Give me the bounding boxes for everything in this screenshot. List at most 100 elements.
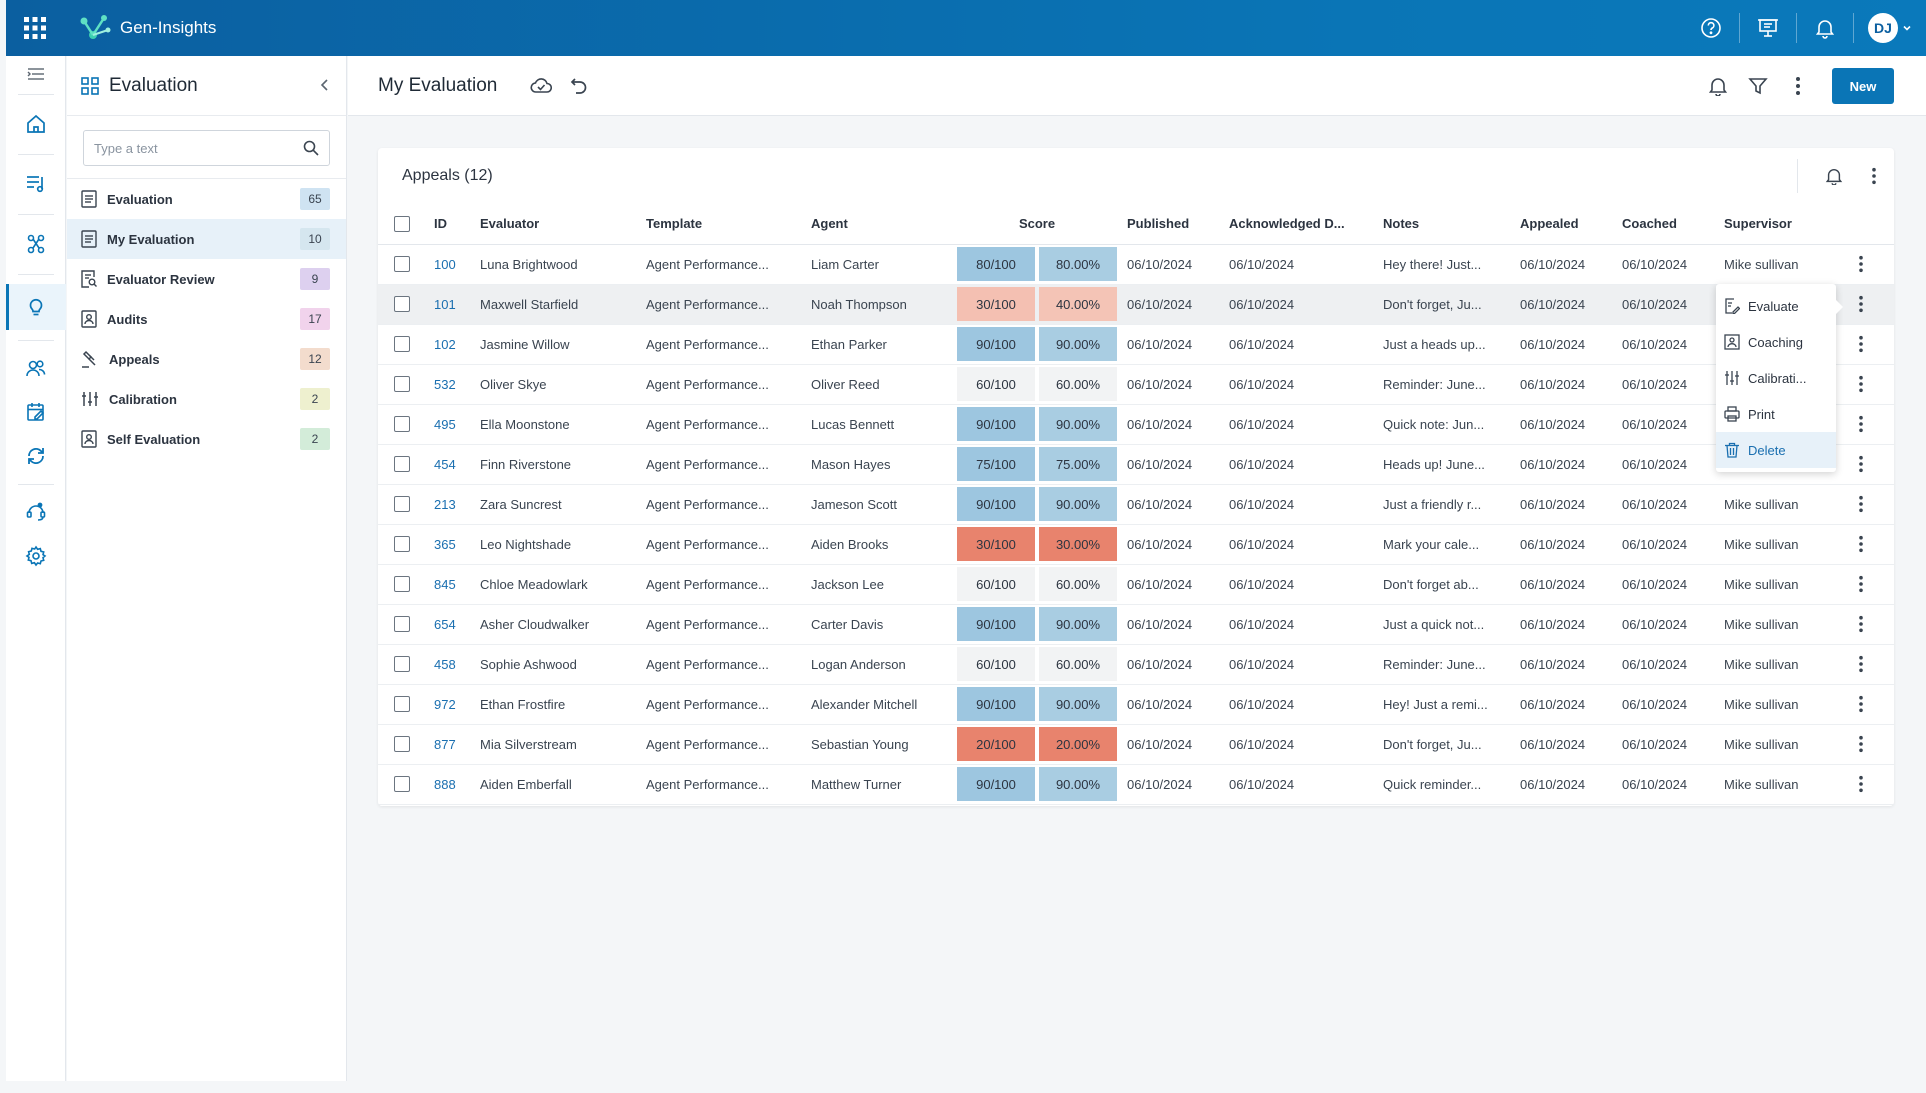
more-vertical-icon[interactable]: [1849, 610, 1873, 638]
select-all-checkbox[interactable]: [378, 204, 426, 245]
row-checkbox[interactable]: [378, 444, 426, 485]
more-vertical-icon[interactable]: [1849, 770, 1873, 798]
table-row[interactable]: 495 Ella Moonstone Agent Performance... Luc…: [378, 404, 1895, 445]
row-id-link[interactable]: 100: [426, 244, 472, 285]
playlist-icon[interactable]: [6, 164, 66, 204]
column-header[interactable]: Notes: [1375, 204, 1513, 245]
row-id-link[interactable]: 495: [426, 404, 472, 445]
filter-icon[interactable]: [1738, 66, 1778, 106]
table-row[interactable]: 458 Sophie Ashwood Agent Performance... Log…: [378, 644, 1895, 685]
row-id-link[interactable]: 458: [426, 644, 472, 685]
table-row[interactable]: 100 Luna Brightwood Agent Performance... Li…: [378, 244, 1895, 285]
row-id-link[interactable]: 888: [426, 764, 472, 805]
bell-icon[interactable]: [1814, 156, 1854, 196]
menu-item-print[interactable]: Print: [1716, 396, 1836, 432]
more-vertical-icon[interactable]: [1854, 156, 1894, 196]
row-id-link[interactable]: 972: [426, 684, 472, 725]
collapse-panel-icon[interactable]: [316, 76, 334, 94]
more-vertical-icon[interactable]: [1849, 250, 1873, 278]
search-icon[interactable]: [303, 140, 319, 156]
row-id-link[interactable]: 845: [426, 564, 472, 605]
column-header[interactable]: Acknowledged D...: [1221, 204, 1376, 245]
row-checkbox[interactable]: [378, 564, 426, 605]
column-header[interactable]: Coached: [1614, 204, 1717, 245]
more-vertical-icon[interactable]: [1849, 650, 1873, 678]
settings-icon[interactable]: [6, 536, 66, 576]
column-header[interactable]: Appealed: [1512, 204, 1615, 245]
panel-item-self-evaluation[interactable]: Self Evaluation 2: [67, 419, 346, 459]
table-row[interactable]: 877 Mia Silverstream Agent Performance... S…: [378, 724, 1895, 765]
app-logo[interactable]: Gen-Insights: [78, 13, 216, 43]
row-checkbox[interactable]: [378, 364, 426, 405]
row-checkbox[interactable]: [378, 244, 426, 285]
search-input[interactable]: [94, 140, 303, 156]
more-vertical-icon[interactable]: [1849, 290, 1873, 318]
row-id-link[interactable]: 213: [426, 484, 472, 525]
menu-toggle-icon[interactable]: [6, 56, 66, 92]
column-header[interactable]: Agent: [803, 204, 955, 245]
menu-item-calibration[interactable]: Calibrati...: [1716, 360, 1836, 396]
more-vertical-icon[interactable]: [1778, 66, 1818, 106]
more-vertical-icon[interactable]: [1849, 690, 1873, 718]
table-row[interactable]: 972 Ethan Frostfire Agent Performance... Al…: [378, 684, 1895, 725]
row-checkbox[interactable]: [378, 764, 426, 805]
row-id-link[interactable]: 454: [426, 444, 472, 485]
new-button[interactable]: New: [1832, 68, 1894, 104]
team-icon[interactable]: [6, 348, 66, 388]
more-vertical-icon[interactable]: [1849, 490, 1873, 518]
row-id-link[interactable]: 365: [426, 524, 472, 565]
panel-item-my-evaluation[interactable]: My Evaluation 10: [67, 219, 346, 259]
row-checkbox[interactable]: [378, 604, 426, 645]
sync-icon[interactable]: [6, 436, 66, 476]
cloud-save-icon[interactable]: [527, 72, 555, 100]
panel-item-appeals[interactable]: Appeals 12: [67, 339, 346, 379]
workflow-icon[interactable]: [6, 224, 66, 264]
agent-icon[interactable]: [6, 492, 66, 532]
user-menu[interactable]: DJ: [1854, 0, 1926, 56]
menu-item-delete[interactable]: Delete: [1716, 432, 1836, 468]
more-vertical-icon[interactable]: [1849, 410, 1873, 438]
panel-item-audits[interactable]: Audits 17: [67, 299, 346, 339]
column-header[interactable]: ID: [426, 204, 472, 245]
row-checkbox[interactable]: [378, 724, 426, 765]
table-row[interactable]: 654 Asher Cloudwalker Agent Performance...…: [378, 604, 1895, 645]
more-vertical-icon[interactable]: [1849, 450, 1873, 478]
row-checkbox[interactable]: [378, 524, 426, 565]
table-row[interactable]: 213 Zara Suncrest Agent Performance... Jame…: [378, 484, 1895, 525]
table-row[interactable]: 532 Oliver Skye Agent Performance... Oliver…: [378, 364, 1895, 405]
table-row[interactable]: 102 Jasmine Willow Agent Performance... Eth…: [378, 324, 1895, 365]
row-checkbox[interactable]: [378, 324, 426, 365]
row-checkbox[interactable]: [378, 644, 426, 685]
table-row[interactable]: 454 Finn Riverstone Agent Performance... Ma…: [378, 444, 1895, 485]
table-row[interactable]: 845 Chloe Meadowlark Agent Performance... J…: [378, 564, 1895, 605]
row-checkbox[interactable]: [378, 284, 426, 325]
presentation-icon[interactable]: [1740, 0, 1796, 56]
row-checkbox[interactable]: [378, 684, 426, 725]
menu-item-evaluate[interactable]: Evaluate: [1716, 288, 1836, 324]
column-header[interactable]: Supervisor: [1716, 204, 1829, 245]
notifications-icon[interactable]: [1797, 0, 1853, 56]
more-vertical-icon[interactable]: [1849, 530, 1873, 558]
menu-item-coaching[interactable]: Coaching: [1716, 324, 1836, 360]
table-row[interactable]: 888 Aiden Emberfall Agent Performance... Ma…: [378, 764, 1895, 805]
undo-icon[interactable]: [565, 72, 593, 100]
row-id-link[interactable]: 654: [426, 604, 472, 645]
column-header[interactable]: Template: [638, 204, 803, 245]
calendar-edit-icon[interactable]: [6, 392, 66, 432]
panel-item-calibration[interactable]: Calibration 2: [67, 379, 346, 419]
row-id-link[interactable]: 532: [426, 364, 472, 405]
app-launcher-icon[interactable]: [6, 0, 64, 56]
row-id-link[interactable]: 877: [426, 724, 472, 765]
panel-item-evaluation[interactable]: Evaluation 65: [67, 179, 346, 219]
row-id-link[interactable]: 101: [426, 284, 472, 325]
help-icon[interactable]: [1683, 0, 1739, 56]
column-header[interactable]: Score: [955, 204, 1120, 245]
more-vertical-icon[interactable]: [1849, 730, 1873, 758]
row-checkbox[interactable]: [378, 404, 426, 445]
table-row[interactable]: 365 Leo Nightshade Agent Performance... Aid…: [378, 524, 1895, 565]
more-vertical-icon[interactable]: [1849, 570, 1873, 598]
more-vertical-icon[interactable]: [1849, 370, 1873, 398]
more-vertical-icon[interactable]: [1849, 330, 1873, 358]
row-checkbox[interactable]: [378, 484, 426, 525]
panel-item-evaluator-review[interactable]: Evaluator Review 9: [67, 259, 346, 299]
